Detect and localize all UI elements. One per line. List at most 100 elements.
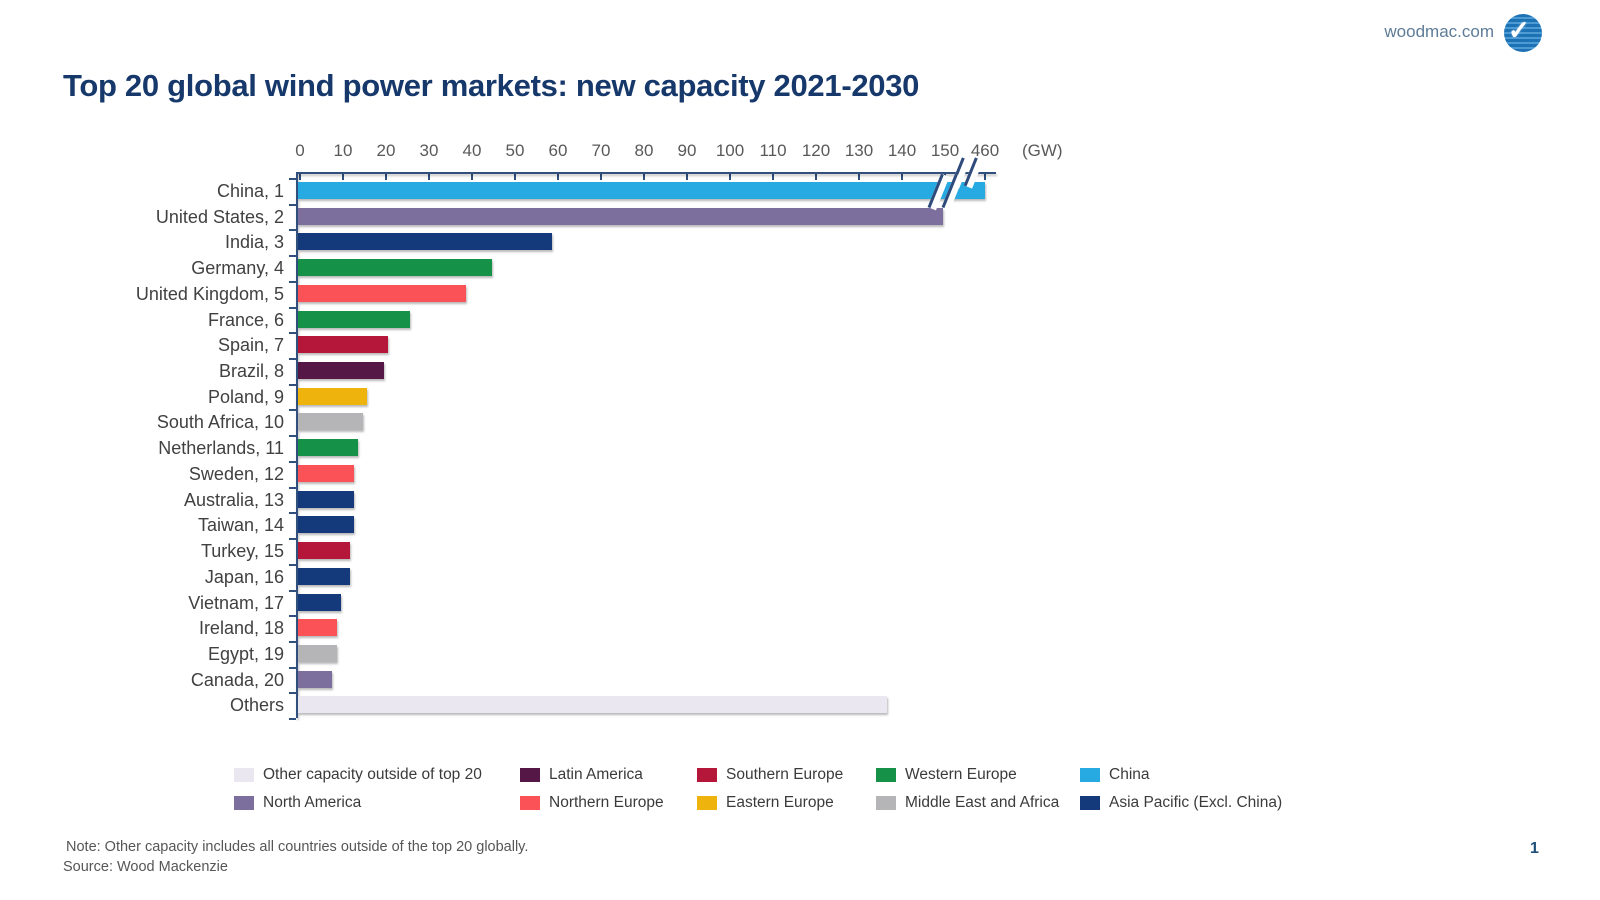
bar-others xyxy=(298,696,888,714)
x-axis-tick-label: 120 xyxy=(801,141,831,160)
y-axis-tick xyxy=(289,666,296,669)
x-axis-tick xyxy=(815,172,817,180)
category-label: United States, 2 xyxy=(155,206,284,227)
y-axis-tick xyxy=(289,383,296,386)
legend-label: Eastern Europe xyxy=(726,794,834,811)
legend-item-middle_east_africa: Middle East and Africa xyxy=(876,794,1059,812)
x-axis-tick-label-break: 460 xyxy=(970,141,1000,160)
bar-south-africa-10 xyxy=(298,413,363,431)
y-axis-tick xyxy=(289,255,296,258)
category-label: Spain, 7 xyxy=(217,335,284,356)
bar-japan-16 xyxy=(298,567,350,585)
source-note: Source: Wood Mackenzie xyxy=(63,859,228,875)
x-axis-tick-label: 100 xyxy=(715,141,745,160)
x-axis-tick-label: 110 xyxy=(759,141,787,160)
x-axis-tick-label: 10 xyxy=(333,141,353,160)
page-number: 1 xyxy=(1530,840,1539,857)
x-axis-tick xyxy=(686,172,688,180)
legend-swatch-eastern_europe xyxy=(697,796,717,810)
x-axis-tick xyxy=(557,172,559,180)
y-axis-tick xyxy=(289,589,296,592)
legend-label: North America xyxy=(263,794,362,811)
category-label: Others xyxy=(229,695,284,716)
category-label: Poland, 9 xyxy=(207,386,284,407)
x-axis-tick-label: 40 xyxy=(462,141,482,160)
x-axis-tick xyxy=(858,172,860,180)
bar-netherlands-11 xyxy=(298,439,359,457)
bar-united-states-2 xyxy=(298,207,943,225)
legend-item-north_america: North America xyxy=(234,794,361,812)
y-axis-line xyxy=(296,172,298,718)
category-label: China, 1 xyxy=(216,181,284,201)
y-axis-tick xyxy=(289,640,296,643)
x-axis-tick-label: 20 xyxy=(376,141,396,160)
legend-swatch-asia_pacific xyxy=(1080,796,1100,810)
bar-france-6 xyxy=(298,310,410,328)
x-axis-tick xyxy=(901,172,903,180)
check-glyph: ✓ xyxy=(1508,15,1530,45)
chart-title: Top 20 global wind power markets: new ca… xyxy=(63,68,920,103)
x-axis-tick xyxy=(729,172,731,180)
y-axis-tick xyxy=(289,718,296,721)
y-axis-tick xyxy=(289,435,296,438)
legend-label: Northern Europe xyxy=(549,794,664,811)
bar-united-kingdom-5 xyxy=(298,284,466,302)
bar-brazil-8 xyxy=(298,362,384,380)
category-label: Germany, 4 xyxy=(191,258,284,279)
category-label: Vietnam, 17 xyxy=(188,592,284,613)
bar-poland-9 xyxy=(298,387,367,405)
x-axis-tick xyxy=(385,172,387,180)
x-axis-tick xyxy=(428,172,430,180)
woodmac-site-link[interactable]: woodmac.com xyxy=(1384,22,1494,41)
y-axis-tick xyxy=(289,538,296,541)
x-axis-tick-label: 50 xyxy=(505,141,525,160)
legend-swatch-china xyxy=(1080,768,1100,782)
bar-australia-13 xyxy=(298,490,354,508)
x-axis-tick-label: 80 xyxy=(634,141,654,160)
category-label: Canada, 20 xyxy=(190,669,284,690)
x-axis-tick xyxy=(299,172,301,180)
y-axis-tick xyxy=(289,460,296,463)
legend-label: Latin America xyxy=(549,766,643,783)
legend-swatch-latin_america xyxy=(520,768,540,782)
bar-turkey-15 xyxy=(298,542,350,560)
category-label: Ireland, 18 xyxy=(198,618,284,639)
y-axis-tick xyxy=(289,178,296,180)
x-axis-line xyxy=(296,172,996,174)
x-axis-tick xyxy=(984,172,986,180)
legend-swatch-southern_europe xyxy=(697,768,717,782)
legend-swatch-north_america xyxy=(234,796,254,810)
bar-taiwan-14 xyxy=(298,516,354,534)
x-axis-tick xyxy=(471,172,473,180)
legend-label: Asia Pacific (Excl. China) xyxy=(1109,794,1283,811)
x-axis-unit-label: (GW) xyxy=(1022,141,1063,160)
legend-swatch-middle_east_africa xyxy=(876,796,896,810)
y-axis-tick xyxy=(289,486,296,489)
x-axis-tick xyxy=(772,172,774,180)
category-label: Brazil, 8 xyxy=(218,361,284,382)
x-axis-tick xyxy=(514,172,516,180)
x-axis-tick-label: 140 xyxy=(887,141,917,160)
legend-item-southern_europe: Southern Europe xyxy=(697,766,843,784)
x-axis-tick-label: 0 xyxy=(295,141,305,160)
legend-item-asia_pacific: Asia Pacific (Excl. China) xyxy=(1080,794,1282,812)
y-axis-tick xyxy=(289,409,296,412)
category-label: India, 3 xyxy=(224,232,284,253)
x-axis-tick xyxy=(643,172,645,180)
y-axis-tick xyxy=(289,306,296,309)
bar-germany-4 xyxy=(298,259,492,277)
y-axis-tick xyxy=(289,563,296,566)
legend-item-northern_europe: Northern Europe xyxy=(520,794,664,812)
category-label: France, 6 xyxy=(207,309,284,330)
legend-item-other: Other capacity outside of top 20 xyxy=(234,766,482,784)
legend-swatch-western_europe xyxy=(876,768,896,782)
bar-ireland-18 xyxy=(298,619,337,637)
category-label: Australia, 13 xyxy=(183,489,284,510)
legend-label: Other capacity outside of top 20 xyxy=(263,766,482,783)
x-axis-tick xyxy=(342,172,344,180)
y-axis-tick xyxy=(289,512,296,515)
category-label: United Kingdom, 5 xyxy=(135,283,284,304)
y-axis-tick xyxy=(289,692,296,695)
legend-label: China xyxy=(1109,766,1150,783)
y-axis-tick xyxy=(289,332,296,335)
